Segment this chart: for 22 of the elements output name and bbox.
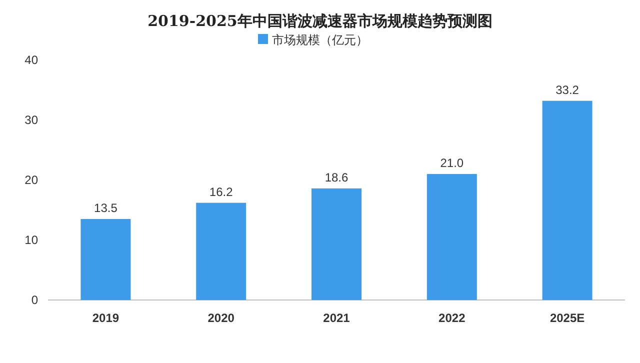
x-tick-label: 2025E: [550, 311, 585, 325]
x-tick-label: 2021: [323, 311, 350, 325]
chart-title: 2019-2025年中国谐波减速器市场规模趋势预测图: [148, 12, 492, 30]
bar: [196, 202, 246, 300]
data-label: 33.2: [556, 82, 580, 97]
y-tick-label: 20: [24, 173, 38, 187]
data-label: 18.6: [324, 170, 348, 184]
bar: [426, 174, 477, 300]
bar: [542, 100, 592, 300]
y-tick-label: 0: [31, 293, 38, 307]
y-tick-label: 40: [24, 53, 38, 67]
y-tick-label: 10: [24, 233, 38, 247]
data-label: 21.0: [440, 156, 464, 170]
bar: [80, 219, 131, 300]
y-tick-label: 30: [24, 113, 38, 127]
data-label: 13.5: [94, 201, 118, 215]
bar: [312, 188, 362, 300]
data-label: 16.2: [209, 184, 234, 199]
x-tick-label: 2019: [92, 311, 120, 325]
x-tick-label: 2020: [208, 311, 235, 325]
x-tick-label: 2022: [438, 311, 466, 325]
legend-label: 市场规模（亿元）: [272, 33, 368, 47]
